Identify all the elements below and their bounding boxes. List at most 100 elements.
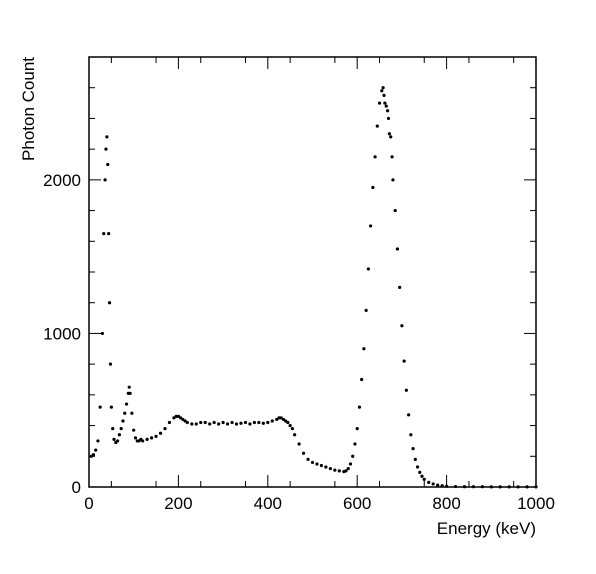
data-point <box>328 466 332 471</box>
data-point <box>106 162 110 167</box>
data-point <box>324 465 328 469</box>
data-point <box>100 331 105 336</box>
x-tick-label: 0 <box>84 494 93 513</box>
data-point <box>382 93 386 97</box>
data-point <box>301 451 306 455</box>
data-point <box>111 427 115 431</box>
axis-ticks <box>88 57 537 488</box>
data-point <box>108 362 113 366</box>
data-point <box>462 485 467 489</box>
data-point <box>398 285 402 289</box>
data-point <box>471 485 476 489</box>
data-point <box>121 419 125 423</box>
data-point <box>395 247 400 251</box>
data-point <box>306 457 310 461</box>
data-point <box>107 301 112 305</box>
data-point <box>293 433 297 437</box>
data-point <box>380 89 384 93</box>
data-point <box>234 422 239 426</box>
data-point <box>371 185 375 190</box>
data-point <box>141 439 145 443</box>
data-point <box>297 442 301 446</box>
data-point <box>290 427 294 431</box>
data-point <box>109 405 113 409</box>
data-point <box>124 402 129 406</box>
data-point <box>344 469 348 473</box>
data-point <box>534 485 538 489</box>
data-point <box>112 437 116 441</box>
data-point <box>369 224 373 228</box>
data-point <box>154 434 158 438</box>
data-point <box>386 116 391 121</box>
data-point <box>288 423 292 428</box>
data-point <box>127 385 131 389</box>
data-point <box>116 439 120 443</box>
data-point <box>103 178 107 182</box>
data-point <box>239 421 243 425</box>
data-point <box>252 420 256 425</box>
data-point <box>145 437 149 441</box>
data-point <box>351 454 355 458</box>
data-point <box>440 484 444 488</box>
data-point <box>381 86 385 90</box>
data-point <box>123 411 127 415</box>
data-point <box>357 405 362 409</box>
data-point <box>266 420 270 425</box>
data-point <box>128 391 132 395</box>
data-point <box>217 422 221 426</box>
data-point <box>104 147 108 151</box>
data-point <box>348 462 353 466</box>
data-point <box>105 135 109 139</box>
data-point <box>315 462 319 466</box>
data-point <box>190 422 194 426</box>
data-point <box>132 428 136 432</box>
data-point <box>373 155 377 159</box>
data-point <box>377 101 382 105</box>
data-points <box>89 86 538 489</box>
data-point <box>107 232 111 236</box>
data-point <box>203 420 207 425</box>
data-point <box>409 433 413 437</box>
x-axis-label: Energy (keV) <box>437 519 536 538</box>
x-tick-label: 200 <box>164 494 192 513</box>
data-point <box>281 417 286 422</box>
data-point <box>275 417 279 422</box>
data-point <box>364 308 368 312</box>
data-point <box>248 422 252 426</box>
data-point <box>422 477 426 481</box>
data-point <box>133 436 138 440</box>
data-point <box>415 465 420 469</box>
data-point <box>261 421 265 425</box>
data-point <box>89 454 93 458</box>
data-point <box>337 469 341 473</box>
data-point <box>507 485 511 489</box>
data-point <box>185 420 189 425</box>
data-point <box>420 474 424 478</box>
data-point <box>480 485 484 489</box>
x-tick-label: 800 <box>432 494 460 513</box>
data-point <box>158 431 163 435</box>
data-point <box>362 347 366 351</box>
data-point <box>355 427 359 431</box>
data-point <box>360 377 364 382</box>
data-point <box>119 427 123 431</box>
y-tick-label: 2000 <box>43 171 81 190</box>
data-point <box>221 420 225 425</box>
data-point <box>98 405 102 409</box>
data-point <box>102 232 106 236</box>
data-point <box>176 414 180 418</box>
data-point <box>516 485 520 489</box>
data-point <box>385 109 390 113</box>
data-point <box>212 420 216 425</box>
data-point <box>179 416 183 420</box>
data-point <box>453 484 458 489</box>
data-point <box>353 442 357 446</box>
data-point <box>183 419 187 423</box>
plot-frame <box>88 56 537 488</box>
data-point <box>225 422 230 426</box>
data-point <box>445 484 449 488</box>
data-point <box>498 485 502 489</box>
x-tick-label: 1000 <box>517 494 555 513</box>
data-point <box>194 422 198 426</box>
